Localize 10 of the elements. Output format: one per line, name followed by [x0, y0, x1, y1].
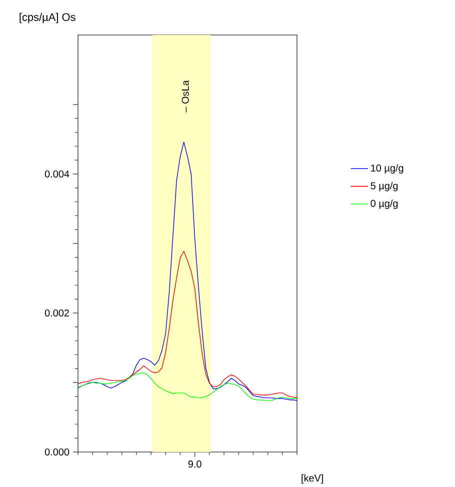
x-axis-title: [keV]: [302, 474, 323, 484]
y-tick-label: 0.000: [44, 448, 70, 456]
y-tick-label: 0.002: [44, 309, 69, 317]
legend-label: 10 µg/g: [371, 164, 404, 174]
y-axis-title: [cps/µA] Os: [20, 12, 76, 24]
annotation: – OsLa: [182, 80, 189, 112]
legend-label: 0 µg/g: [370, 200, 398, 209]
legend-label: 5 µg/g: [370, 182, 398, 192]
y-tick-label: 0.004: [44, 170, 70, 178]
x-tick-label: 9.0: [188, 460, 202, 468]
